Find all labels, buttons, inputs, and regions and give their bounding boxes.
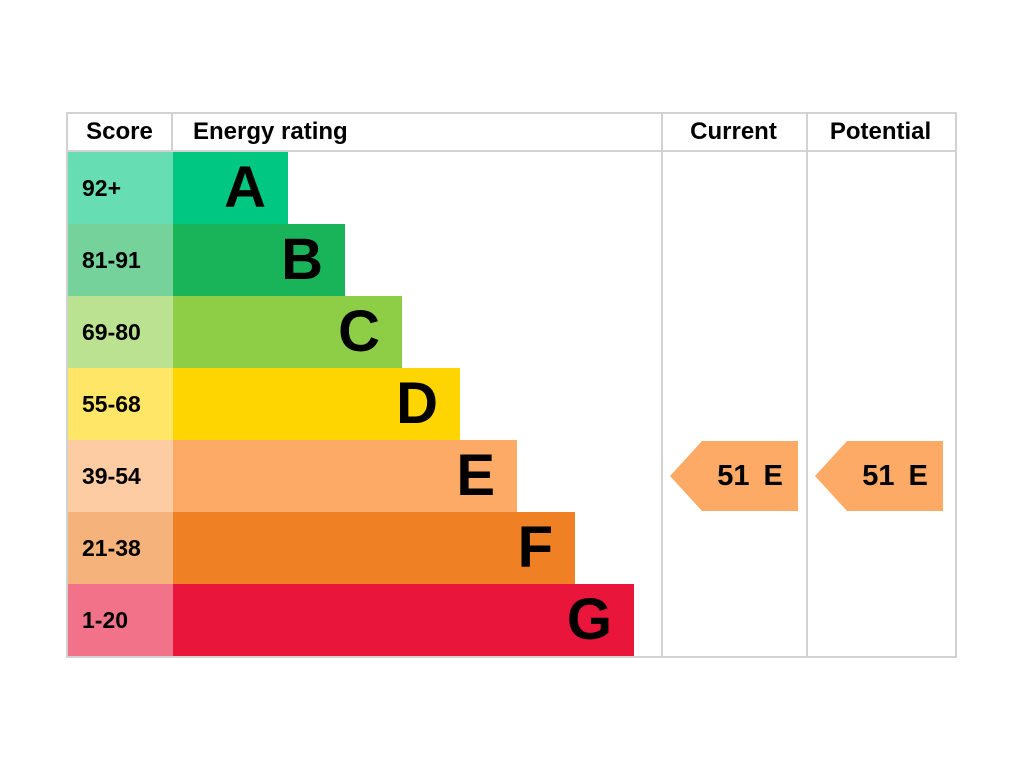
band-g-score-range: 1-20 [68,584,173,656]
band-f-bar: F [173,512,575,584]
band-g-letter: G [566,587,612,652]
band-e-bar: E [173,440,517,512]
epc-rating-table: Score Energy rating Current Potential 92… [66,112,957,658]
band-a-bar: A [173,152,288,224]
band-d-bar: D [173,368,460,440]
band-row-b: 81-91 B [68,224,955,296]
band-a-letter: A [224,155,266,220]
band-c-letter: C [338,299,380,364]
band-row-f: 21-38 F [68,512,955,584]
band-a-score-range: 92+ [68,152,173,224]
band-f-score-range: 21-38 [68,512,173,584]
band-g-bar: G [173,584,634,656]
band-b-bar: B [173,224,345,296]
band-row-d: 55-68 D [68,368,955,440]
band-row-c: 69-80 C [68,296,955,368]
header-energy-rating: Energy rating [193,118,348,145]
band-b-score-range: 81-91 [68,224,173,296]
band-row-g: 1-20 G [68,584,955,656]
band-e-score-range: 39-54 [68,440,173,512]
divider-potential-column [806,114,808,656]
band-f-letter: F [517,515,553,580]
band-c-score-range: 69-80 [68,296,173,368]
current-band-letter: E [763,459,783,492]
table-header: Score Energy rating Current Potential [68,114,955,152]
header-score: Score [68,114,173,150]
band-c-bar: C [173,296,402,368]
band-d-score-range: 55-68 [68,368,173,440]
divider-current-column [661,114,663,656]
band-b-letter: B [281,227,323,292]
potential-score: 51 [862,459,895,492]
header-potential: Potential [829,118,932,145]
potential-band-letter: E [908,459,928,492]
current-score: 51 [717,459,750,492]
header-current: Current [690,118,777,145]
band-row-e: 39-54 E [68,440,955,512]
band-rows: 92+ A 81-91 B 69-80 C 55-68 D 39-54 E 21… [68,152,955,656]
band-e-letter: E [456,443,495,508]
band-d-letter: D [396,371,438,436]
band-row-a: 92+ A [68,152,955,224]
